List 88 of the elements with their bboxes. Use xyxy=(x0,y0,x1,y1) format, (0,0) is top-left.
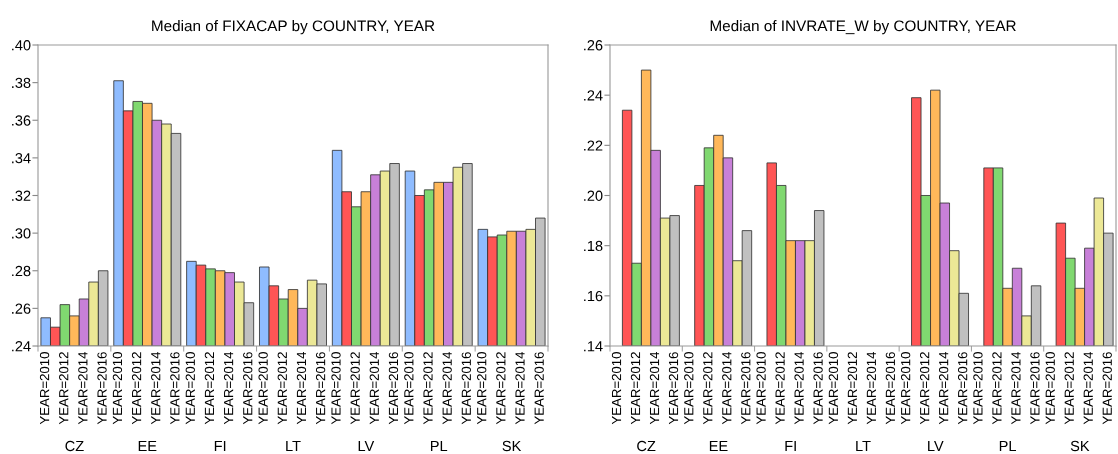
y-tick-label: .18 xyxy=(584,240,603,252)
text: YEAR=2016 xyxy=(170,352,180,425)
text: YEAR=2010 xyxy=(477,352,487,425)
y-tick-label: .36 xyxy=(12,115,31,126)
text: YEAR=2012 xyxy=(496,352,506,425)
text: YEAR=2012 xyxy=(423,352,433,425)
text: YEAR=2014 xyxy=(649,351,660,425)
y-tick-label: .38 xyxy=(12,77,31,89)
text: YEAR=2010 xyxy=(756,352,766,425)
text: YEAR=2012 xyxy=(204,352,215,425)
x-tick-label: SK xyxy=(502,440,522,452)
y-tick-label: .20 xyxy=(584,190,603,201)
text: YEAR=2014 xyxy=(866,351,877,425)
x-tick-label: CZ xyxy=(65,440,84,452)
y-tick-label: .26 xyxy=(584,40,603,51)
text: YEAR=2014 xyxy=(223,351,234,425)
legend-label: YEAR=2010 xyxy=(611,352,622,425)
text: YEAR=2010 xyxy=(684,352,694,425)
text: YEAR=2014 xyxy=(938,351,949,425)
text: YEAR=2014 xyxy=(296,351,307,425)
x-tick-label: FI xyxy=(214,440,226,452)
x-tick-label: LV xyxy=(928,440,944,452)
y-tick-label: .28 xyxy=(12,265,31,277)
text: YEAR=2010 xyxy=(258,352,268,425)
x-tick-label: SK xyxy=(1070,440,1090,452)
x-tick-label: EE xyxy=(709,440,728,452)
text: YEAR=2012 xyxy=(1064,352,1074,425)
y-tick-label: .24 xyxy=(584,90,603,101)
text: YEAR=2012 xyxy=(350,352,360,425)
chart-title: Median of INVRATE_W by COUNTRY, YEAR xyxy=(710,20,1016,35)
text: YEAR=2010 xyxy=(828,352,839,425)
y-tick-label: .22 xyxy=(584,140,603,151)
text: YEAR=2016 xyxy=(315,352,326,425)
text: YEAR=2016 xyxy=(1030,352,1040,425)
text: YEAR=2014 xyxy=(1083,351,1093,425)
text: YEAR=2014 xyxy=(369,351,379,425)
text: YEAR=2014 xyxy=(1011,351,1021,425)
text: YEAR=2016 xyxy=(97,352,107,425)
text: YEAR=2012 xyxy=(775,352,785,425)
x-tick-label: LT xyxy=(856,440,871,452)
text: YEAR=2016 xyxy=(668,352,679,425)
chart-title: Median of FIXACAP by COUNTRY, YEAR xyxy=(152,20,435,35)
text: YEAR=2014 xyxy=(794,351,804,425)
text: YEAR=2010 xyxy=(1045,352,1055,425)
y-tick-label: .32 xyxy=(12,190,31,201)
text: YEAR=2016 xyxy=(534,352,544,425)
y-tick-label: .40 xyxy=(12,40,31,51)
y-tick-label: .30 xyxy=(12,228,31,239)
text: YEAR=2012 xyxy=(703,352,713,425)
x-tick-label: LT xyxy=(286,440,301,452)
text: YEAR=2010 xyxy=(185,352,195,425)
y-tick-label: .26 xyxy=(12,303,31,314)
text: YEAR=2012 xyxy=(919,352,930,425)
y-tick-label: .34 xyxy=(12,152,31,164)
y-tick-label: .14 xyxy=(584,341,603,352)
text: YEAR=2016 xyxy=(957,352,968,425)
text: YEAR=2014 xyxy=(722,351,732,425)
y-tick-label: .24 xyxy=(12,341,31,352)
text: YEAR=2014 xyxy=(151,351,161,425)
text: YEAR=2014 xyxy=(515,351,525,425)
y-tick-label: .16 xyxy=(584,290,603,302)
text: YEAR=2016 xyxy=(388,352,399,425)
text: YEAR=2010 xyxy=(900,352,911,425)
text: YEAR=2016 xyxy=(1102,352,1112,425)
x-tick-label: LV xyxy=(358,440,375,452)
text: YEAR=2014 xyxy=(442,351,452,425)
text: YEAR=2012 xyxy=(277,352,287,425)
text: YEAR=2016 xyxy=(461,352,471,425)
text: YEAR=2010 xyxy=(39,352,50,425)
text: YEAR=2014 xyxy=(78,351,88,425)
text: YEAR=2010 xyxy=(331,352,341,425)
x-tick-label: PL xyxy=(430,440,448,452)
text: YEAR=2012 xyxy=(992,352,1002,425)
text: YEAR=2016 xyxy=(813,352,823,425)
text: YEAR=2012 xyxy=(630,352,641,425)
text: YEAR=2010 xyxy=(404,352,414,425)
text: YEAR=2010 xyxy=(973,352,983,425)
text: YEAR=2012 xyxy=(59,352,69,425)
text: YEAR=2010 xyxy=(112,352,123,425)
text: YEAR=2012 xyxy=(847,352,858,425)
text: YEAR=2016 xyxy=(885,352,896,425)
text: YEAR=2012 xyxy=(131,352,142,425)
x-tick-label: CZ xyxy=(637,440,656,452)
x-tick-label: FI xyxy=(785,440,796,452)
text: YEAR=2016 xyxy=(741,352,751,425)
text: YEAR=2016 xyxy=(243,352,253,425)
x-tick-label: PL xyxy=(999,440,1017,452)
x-tick-label: EE xyxy=(138,440,157,452)
